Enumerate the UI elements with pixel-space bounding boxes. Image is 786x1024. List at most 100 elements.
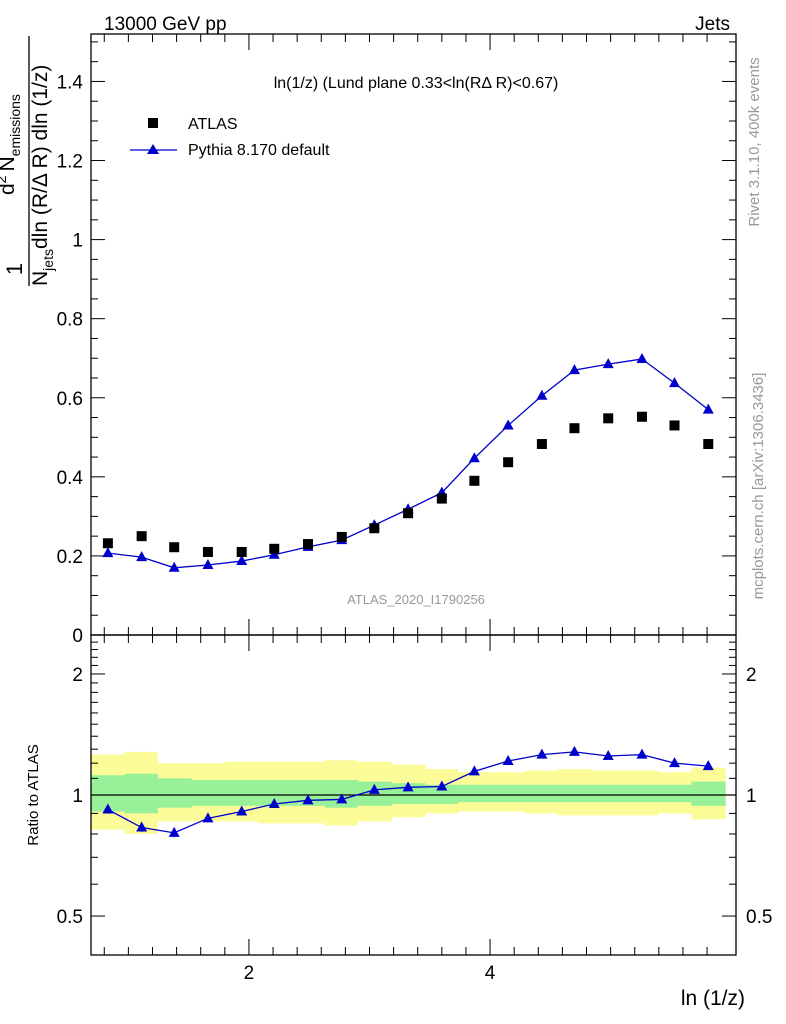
- main-y-tick-label: 0: [72, 626, 83, 647]
- atlas-point: [269, 543, 280, 554]
- ratio-band-inner: [424, 784, 459, 804]
- mc-point: [602, 358, 614, 369]
- ratio-band-inner: [191, 779, 226, 806]
- ratio-uncertainty-bands: [91, 751, 726, 834]
- ratio-mc-point: [468, 765, 480, 776]
- main-panel: 0 0.2 0.4 0.6 0.8 1 1.2 1.4 ln(1/z) (Lund plane…: [57, 33, 737, 647]
- ratio-band-inner: [691, 781, 726, 806]
- atlas-point: [569, 423, 580, 434]
- rivet-version-label: Rivet 3.1.10, 400k events: [746, 57, 763, 226]
- ratio-mc-point: [536, 748, 548, 759]
- ratio-band-inner: [157, 778, 192, 808]
- ratio-mc-point: [302, 794, 314, 805]
- atlas-point: [669, 420, 680, 431]
- atlas-point: [436, 493, 447, 504]
- mc-point: [502, 419, 514, 430]
- ylabel-num-sub: emissions: [7, 94, 23, 156]
- atlas-point: [403, 508, 414, 519]
- mc-point: [168, 561, 180, 572]
- main-y-tick-label: 0.8: [57, 310, 83, 331]
- ratio-mc-point: [136, 821, 148, 832]
- ratio-band-inner: [457, 784, 492, 803]
- legend-data-marker: [148, 118, 158, 128]
- main-title: ln(1/z) (Lund plane 0.33<ln(RΔ R)<0.67): [274, 75, 559, 92]
- legend-mc-marker: [147, 144, 159, 154]
- ratio-mc-point: [102, 803, 114, 814]
- mc-point: [669, 377, 681, 388]
- mc-point: [136, 551, 148, 562]
- ratio-mc-point: [168, 826, 180, 837]
- ratio-y-tick-label-right: 0.5: [746, 907, 772, 928]
- atlas-point: [136, 531, 147, 542]
- ratio-mc-point: [568, 745, 580, 756]
- ylabel-num-sup: 2: [0, 175, 9, 183]
- atlas-point: [303, 539, 314, 550]
- mc-point: [202, 559, 214, 570]
- main-y-tick-label: 0.2: [57, 547, 83, 568]
- ratio-x-tick-label: 4: [485, 963, 496, 984]
- ratio-mc-point: [636, 748, 648, 759]
- energy-label: 13000 GeV pp: [104, 14, 227, 35]
- ratio-band-inner: [324, 779, 358, 808]
- atlas-point: [202, 546, 213, 557]
- mc-point: [468, 452, 480, 463]
- ratio-y-tick-label-right: 1: [746, 786, 757, 807]
- main-y-tick-label: 0.6: [57, 389, 83, 410]
- ratio-mc-point: [268, 797, 280, 808]
- ylabel-numerator: d2 Nemissions: [0, 94, 23, 195]
- atlas-point: [102, 538, 113, 549]
- legend-mc-label: Pythia 8.170 default: [188, 142, 330, 159]
- mc-point: [236, 555, 248, 566]
- main-y-axis-label: 1 Njetsdln (R/Δ R) dln (1/z) d2 Nemission…: [0, 36, 56, 286]
- watermark: ATLAS_2020_I1790256: [347, 592, 485, 607]
- main-y-tick-label: 1.4: [57, 72, 84, 93]
- ratio-mc-point: [602, 750, 614, 761]
- atlas-point: [469, 475, 480, 486]
- atlas-point: [636, 411, 647, 422]
- atlas-point: [703, 439, 714, 450]
- ylabel-denominator: Njetsdln (R/Δ R) dln (1/z): [29, 65, 56, 286]
- ratio-band-inner: [591, 784, 626, 803]
- main-y-tick-label: 1: [72, 231, 83, 252]
- ratio-x-tick-label: 2: [244, 963, 255, 984]
- atlas-point: [369, 523, 380, 534]
- atlas-point: [169, 542, 180, 553]
- mc-point: [568, 364, 580, 375]
- ratio-mc-point: [402, 781, 414, 792]
- atlas-point: [603, 413, 614, 424]
- x-axis-label: ln (1/z): [681, 987, 745, 1010]
- ratio-band-inner: [224, 779, 258, 806]
- mc-point: [536, 389, 548, 400]
- ratio-band-inner: [557, 784, 592, 803]
- ylabel-num-d: d: [0, 183, 19, 195]
- ylabel-num-n: N: [0, 156, 19, 171]
- ratio-mc-point: [502, 754, 514, 765]
- main-x-ticks: [103, 34, 708, 635]
- ratio-plot-data: [102, 745, 714, 838]
- ratio-mc-point: [669, 757, 681, 768]
- atlas-point: [236, 546, 247, 557]
- mc-series-line: [107, 358, 709, 569]
- atlas-point: [536, 439, 547, 450]
- ratio-band-inner: [525, 784, 559, 803]
- ylabel-den-n: N: [29, 271, 52, 286]
- main-y-tick-label: 1.2: [57, 152, 83, 173]
- ratio-mc-point: [336, 793, 348, 804]
- ratio-mc-point: [702, 760, 714, 771]
- ratio-y-tick-label: 2: [72, 665, 83, 686]
- ylabel-den-sub: jets: [40, 249, 56, 272]
- atlas-point: [503, 457, 514, 468]
- ratio-y-tick-label-right: 2: [746, 665, 757, 686]
- mc-point: [702, 403, 714, 414]
- ylabel-den-rest: dln (R/Δ R) dln (1/z): [29, 65, 52, 249]
- legend-data-label: ATLAS: [188, 116, 238, 133]
- mcplots-label: mcplots.cern.ch [arXiv:1306.3436]: [750, 373, 767, 600]
- atlas-point: [336, 531, 347, 542]
- mc-point: [102, 547, 114, 558]
- ratio-y-axis-label: Ratio to ATLAS: [25, 744, 42, 845]
- ratio-mc-point: [236, 805, 248, 816]
- mc-point: [636, 353, 648, 364]
- ratio-y-tick-label: 1: [72, 786, 83, 807]
- process-label: Jets: [695, 14, 730, 35]
